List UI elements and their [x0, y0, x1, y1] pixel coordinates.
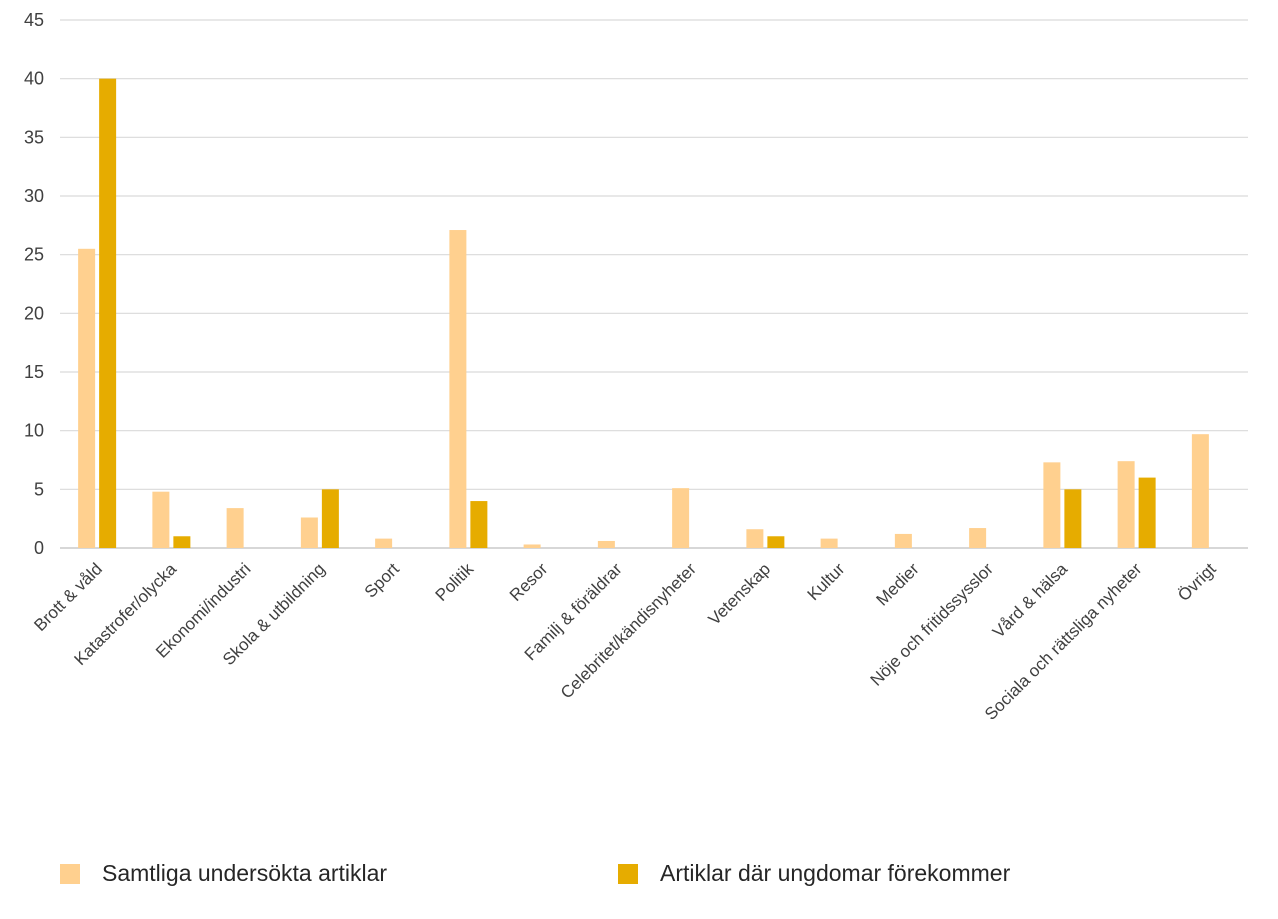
x-category-label: Sociala och rättsliga nyheter — [981, 559, 1146, 724]
y-tick-label: 5 — [34, 479, 44, 499]
bar-series-2 — [1064, 489, 1081, 548]
y-tick-label: 10 — [24, 421, 44, 441]
bar-series-1 — [969, 528, 986, 548]
legend-label-series-2: Artiklar där ungdomar förekommer — [660, 860, 1010, 887]
bar-series-2 — [1139, 478, 1156, 548]
x-category-label: Övrigt — [1174, 559, 1220, 605]
bar-chart: 0 5 10 15 20 25 30 35 40 45 Brott & våldKatastrof… — [0, 0, 1278, 830]
y-tick-label: 35 — [24, 127, 44, 147]
bar-series-1 — [598, 541, 615, 548]
bar-series-2 — [322, 489, 339, 548]
y-tick-label: 15 — [24, 362, 44, 382]
gridlines — [60, 20, 1248, 548]
x-category-label: Nöje och fritidssysslor — [867, 559, 998, 690]
bar-series-1 — [449, 230, 466, 548]
bar-series-1 — [227, 508, 244, 548]
x-category-label: Politik — [432, 559, 478, 605]
x-axis-labels: Brott & våldKatastrofer/olyckaEkonomi/in… — [30, 559, 1220, 724]
legend-label-series-1: Samtliga undersökta artiklar — [102, 860, 387, 887]
x-category-label: Vård & hälsa — [989, 559, 1072, 642]
legend-swatch-series-1 — [60, 864, 80, 884]
y-axis-ticks: 0 5 10 15 20 25 30 35 40 45 — [24, 10, 44, 558]
bar-series-2 — [99, 79, 116, 548]
legend-item-series-2: Artiklar där ungdomar förekommer — [618, 860, 1010, 887]
x-category-label: Medier — [873, 559, 923, 609]
x-category-label: Resor — [506, 559, 552, 605]
y-tick-label: 20 — [24, 303, 44, 323]
x-category-label: Sport — [361, 559, 403, 601]
bar-series-1 — [524, 544, 541, 548]
x-category-label: Kultur — [804, 559, 849, 604]
y-tick-label: 45 — [24, 10, 44, 30]
y-tick-label: 0 — [34, 538, 44, 558]
bar-series-1 — [375, 539, 392, 548]
bar-series-1 — [895, 534, 912, 548]
bar-series-1 — [672, 488, 689, 548]
y-tick-label: 25 — [24, 245, 44, 265]
bar-series-1 — [152, 492, 169, 548]
y-tick-label: 30 — [24, 186, 44, 206]
bar-series-1 — [301, 517, 318, 548]
bar-series-2 — [767, 536, 784, 548]
bar-series-1 — [746, 529, 763, 548]
bar-series-2 — [470, 501, 487, 548]
y-tick-label: 40 — [24, 69, 44, 89]
bar-series-1 — [1118, 461, 1135, 548]
bar-series-2 — [173, 536, 190, 548]
x-category-label: Vetenskap — [705, 559, 775, 629]
legend-item-series-1: Samtliga undersökta artiklar — [60, 860, 387, 887]
legend-swatch-series-2 — [618, 864, 638, 884]
bar-series-1 — [78, 249, 95, 548]
bar-series-1 — [1043, 462, 1060, 548]
x-category-label: Brott & våld — [30, 559, 106, 635]
bar-series-1 — [821, 539, 838, 548]
x-category-label: Celebritet/kändisnyheter — [557, 559, 700, 702]
bar-series-1 — [1192, 434, 1209, 548]
